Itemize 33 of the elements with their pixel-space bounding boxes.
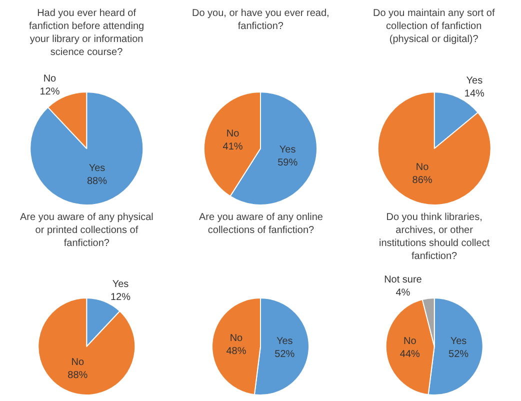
slice-label: No xyxy=(403,336,417,348)
chart-title: Do you maintain any sort of collection of fanfiction (physical or digital)? xyxy=(373,8,495,45)
data-label: 41% xyxy=(222,141,243,152)
data-label: 59% xyxy=(278,157,298,168)
slice-label: Yes xyxy=(466,76,483,87)
pie-slice xyxy=(377,92,492,206)
chart-title: Are you aware of any physical or printed collections of fanfiction? xyxy=(20,212,154,249)
data-label: 14% xyxy=(464,88,485,100)
slice-label: Yes xyxy=(112,279,129,290)
slice-label: Not sure xyxy=(384,274,422,286)
chart-title: Had you ever heard of fanfiction before attending your library or information science course? xyxy=(29,8,144,58)
slice-label: No xyxy=(43,74,57,85)
chart-title: Are you aware of any online collections of fanfiction? xyxy=(199,212,324,236)
data-label: 88% xyxy=(68,370,88,382)
data-label: 88% xyxy=(86,176,108,187)
data-label: 52% xyxy=(274,349,295,360)
slice-label: Yes xyxy=(450,336,467,348)
chart-title: Do you, or have you ever read, fanfiction? xyxy=(192,8,330,32)
slice-label: Yes xyxy=(88,162,106,174)
slice-label: No xyxy=(416,162,430,174)
data-label: 52% xyxy=(448,349,469,360)
slice-label: No xyxy=(71,357,84,368)
data-label: 4% xyxy=(396,288,410,299)
slice-label: No xyxy=(226,128,240,140)
slice-label: No xyxy=(230,332,244,344)
data-label: 12% xyxy=(40,86,60,98)
data-label: 86% xyxy=(412,175,432,186)
chart-title: Do you think libraries, archives, or other institutions should collect fanfiction? xyxy=(379,212,490,262)
data-label: 48% xyxy=(226,346,246,357)
slice-label: Yes xyxy=(276,336,293,348)
data-label: 44% xyxy=(400,349,420,360)
data-label: 12% xyxy=(110,292,131,304)
slice-label: Yes xyxy=(279,144,296,156)
